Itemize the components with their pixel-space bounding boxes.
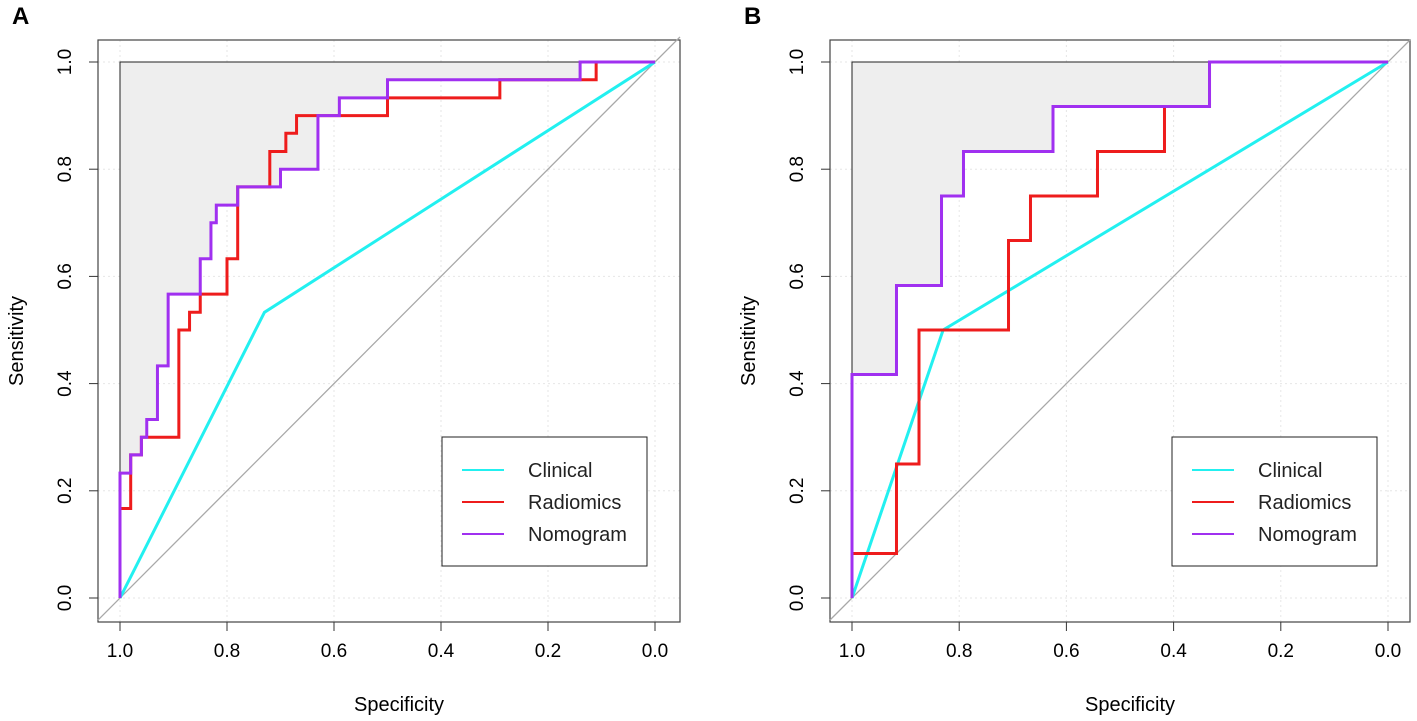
x-axis-title: Specificity	[354, 694, 444, 716]
diagonal-reference-line	[97, 36, 681, 621]
chart-panel-a: A 1.0 0.8 0.6 0.4 0.2 0.0 0.0 0.2 0.4 0.6 0.8 1.0 Spe…	[6, 3, 681, 716]
y-tick-label: 1.0	[787, 49, 808, 75]
x-tick-label: 0.2	[1268, 641, 1294, 662]
x-tick-label: 0.4	[428, 641, 455, 662]
y-tick-label: 0.2	[55, 478, 76, 504]
legend-label-clinical: Clinical	[1258, 460, 1322, 482]
plot-frame	[829, 39, 1411, 623]
y-tick-label: 0.0	[787, 585, 808, 611]
panel-label: A	[12, 3, 29, 30]
x-tick-label: 1.0	[107, 641, 133, 662]
x-tick-label: 0.6	[321, 641, 347, 662]
legend: Clinical Radiomics Nomogram	[441, 436, 648, 567]
x-tick-label: 0.0	[1375, 641, 1401, 662]
x-tick-label: 0.2	[535, 641, 561, 662]
legend: Clinical Radiomics Nomogram	[1171, 436, 1378, 567]
series-line-clinical	[118, 60, 656, 599]
x-tick-label: 0.0	[642, 641, 668, 662]
x-tick-label: 1.0	[839, 641, 865, 662]
x-tick-label: 0.4	[1160, 641, 1187, 662]
y-tick-label: 0.2	[787, 478, 808, 504]
diagonal-reference-line	[829, 39, 1411, 621]
plot-frame	[97, 39, 681, 623]
series-line-nomogram	[850, 60, 1388, 598]
y-axis-title: Sensitivity	[738, 296, 760, 386]
y-axis-title: Sensitivity	[6, 296, 28, 386]
legend-label-nomogram: Nomogram	[528, 524, 627, 546]
legend-label-radiomics: Radiomics	[1258, 492, 1351, 514]
x-tick-label: 0.6	[1053, 641, 1079, 662]
y-tick-label: 0.0	[55, 585, 76, 611]
legend-label-nomogram: Nomogram	[1258, 524, 1357, 546]
y-tick-label: 0.4	[55, 370, 76, 397]
x-tick-label: 0.8	[214, 641, 240, 662]
x-axis-title: Specificity	[1085, 694, 1175, 716]
y-tick-label: 0.6	[787, 263, 808, 289]
y-tick-label: 0.4	[787, 370, 808, 397]
chart-panel-b: B 1.0 0.8 0.6 0.4 0.2 0.0 0.0 0.2 0.4 0.6 0.8 1.0 Spe…	[738, 3, 1411, 716]
x-tick-label: 0.8	[946, 641, 972, 662]
series-line-nomogram	[118, 60, 655, 598]
y-tick-label: 0.8	[55, 156, 76, 182]
legend-label-clinical: Clinical	[528, 460, 592, 482]
panel-label: B	[744, 3, 761, 30]
y-tick-label: 1.0	[55, 49, 76, 75]
y-tick-label: 0.8	[787, 156, 808, 182]
legend-label-radiomics: Radiomics	[528, 492, 621, 514]
y-tick-label: 0.6	[55, 263, 76, 289]
